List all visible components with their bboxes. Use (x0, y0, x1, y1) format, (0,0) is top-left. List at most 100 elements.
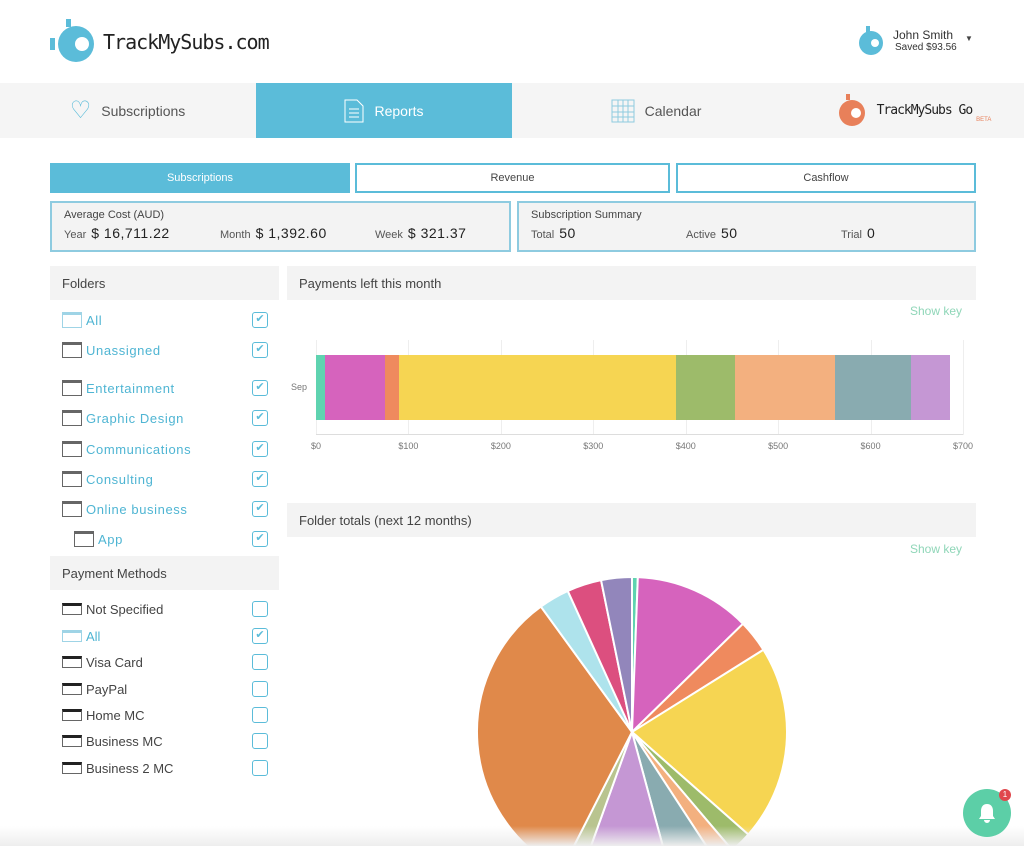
payment-method-item[interactable]: Business 2 MC (62, 758, 272, 778)
active-value: 50 (720, 225, 738, 241)
folder-label: Consulting (86, 471, 154, 487)
bar-segment[interactable] (834, 355, 912, 420)
go-logo-text: TrackMySubs Go (876, 103, 974, 118)
week-value: $ 321.37 (407, 225, 467, 241)
bar-segment[interactable] (325, 355, 386, 420)
folder-item[interactable]: Online business ✔ (62, 499, 272, 519)
payment-method-label: Visa Card (86, 654, 143, 670)
payment-method-checkbox[interactable] (252, 601, 268, 617)
folder-icon (62, 342, 82, 358)
subtab-revenue[interactable]: Revenue (355, 163, 670, 193)
folder-item[interactable]: App ✔ (74, 529, 272, 549)
pie-slice[interactable] (631, 731, 717, 846)
bar-segment[interactable] (676, 355, 735, 420)
user-menu[interactable]: John Smith Saved $93.56 ▼ (893, 28, 973, 53)
tab-reports[interactable]: Reports (256, 83, 512, 138)
folder-checkbox[interactable]: ✔ (252, 531, 268, 547)
month-label: Month (220, 229, 251, 241)
folder-item[interactable]: Unassigned ✔ (62, 340, 272, 360)
pie-slice[interactable] (476, 605, 634, 846)
subtab-cashflow[interactable]: Cashflow (676, 163, 976, 193)
folder-checkbox[interactable]: ✔ (252, 380, 268, 396)
folder-checkbox[interactable]: ✔ (252, 342, 268, 358)
folder-item[interactable]: Entertainment ✔ (62, 378, 272, 398)
payment-method-checkbox[interactable] (252, 681, 268, 697)
user-saved: Saved $93.56 (895, 42, 957, 53)
folder-icon (62, 380, 82, 396)
tab-label: Subscriptions (101, 102, 186, 119)
bar-segment[interactable] (911, 355, 951, 420)
subtab-subscriptions[interactable]: Subscriptions (50, 163, 350, 193)
payment-methods-header: Payment Methods (50, 556, 279, 590)
month-value: $ 1,392.60 (255, 225, 327, 241)
main-nav: ♡ Subscriptions Reports Calendar TrackMy… (0, 83, 1024, 138)
folder-item[interactable]: Graphic Design ✔ (62, 408, 272, 428)
bar-segment[interactable] (385, 355, 400, 420)
pie-slice[interactable] (630, 648, 788, 836)
user-name: John Smith (893, 28, 954, 42)
year-value: $ 16,711.22 (91, 225, 170, 241)
payment-method-label: PayPal (86, 681, 128, 697)
credit-card-icon (62, 709, 82, 721)
category-label: Sep (290, 382, 308, 392)
brand-name: TrackMySubs.com (103, 30, 270, 54)
show-key-link[interactable]: Show key (910, 542, 963, 556)
payment-method-item[interactable]: Visa Card (62, 652, 272, 672)
calendar-icon (611, 99, 635, 122)
bar-segment[interactable] (399, 355, 677, 420)
folder-icon (74, 531, 94, 547)
folder-checkbox[interactable]: ✔ (252, 441, 268, 457)
folder-checkbox[interactable]: ✔ (252, 501, 268, 517)
folder-checkbox[interactable]: ✔ (252, 471, 268, 487)
folder-totals-header: Folder totals (next 12 months) (287, 503, 976, 537)
tab-label: Reports (374, 102, 424, 119)
total-label: Total (531, 229, 555, 241)
x-axis (316, 434, 963, 435)
show-key-link[interactable]: Show key (910, 304, 963, 318)
pie-slice[interactable] (631, 731, 732, 846)
x-tick-label: $500 (768, 441, 789, 451)
payment-method-checkbox[interactable]: ✔ (252, 628, 268, 644)
folder-checkbox[interactable]: ✔ (252, 410, 268, 426)
pie-slice[interactable] (630, 576, 745, 735)
payment-method-item[interactable]: Home MC (62, 705, 272, 725)
payments-left-header: Payments left this month (287, 266, 976, 300)
folder-item[interactable]: All ✔ (62, 310, 272, 330)
x-tick-label: $300 (583, 441, 604, 451)
payment-method-item[interactable]: All ✔ (62, 626, 272, 646)
tab-calendar[interactable]: Calendar (512, 83, 800, 138)
folder-label: Unassigned (86, 342, 161, 358)
folder-icon (62, 501, 82, 517)
credit-card-icon (62, 630, 82, 642)
folder-checkbox[interactable]: ✔ (252, 312, 268, 328)
folder-item[interactable]: Communications ✔ (62, 439, 272, 459)
folder-label: Online business (86, 501, 188, 517)
notification-count-badge: 1 (999, 789, 1011, 801)
tab-subscriptions[interactable]: ♡ Subscriptions (0, 83, 255, 138)
brand-logo[interactable] (50, 18, 96, 69)
folder-icon (62, 471, 82, 487)
payment-method-label: Not Specified (86, 601, 164, 617)
payment-method-checkbox[interactable] (252, 760, 268, 776)
document-icon (344, 99, 364, 122)
credit-card-icon (62, 656, 82, 668)
payment-method-checkbox[interactable] (252, 707, 268, 723)
bar-segment[interactable] (734, 355, 835, 420)
trackmysubs-go-link[interactable]: TrackMySubs Go BETA (800, 83, 1024, 138)
payment-method-item[interactable]: Not Specified (62, 599, 272, 619)
payment-method-checkbox[interactable] (252, 733, 268, 749)
credit-card-icon (62, 762, 82, 774)
bar-segment[interactable] (316, 355, 326, 420)
payment-method-item[interactable]: Business MC (62, 731, 272, 751)
payment-method-checkbox[interactable] (252, 654, 268, 670)
active-label: Active (686, 229, 716, 241)
credit-card-icon (62, 683, 82, 695)
folder-item[interactable]: Consulting ✔ (62, 469, 272, 489)
pie-slice[interactable] (579, 728, 672, 846)
card-title: Subscription Summary (531, 209, 642, 221)
pie-slice[interactable] (599, 575, 633, 733)
bottom-shadow (0, 826, 1024, 846)
trial-label: Trial (841, 229, 862, 241)
payment-method-item[interactable]: PayPal (62, 679, 272, 699)
x-tick-label: $0 (310, 441, 322, 451)
